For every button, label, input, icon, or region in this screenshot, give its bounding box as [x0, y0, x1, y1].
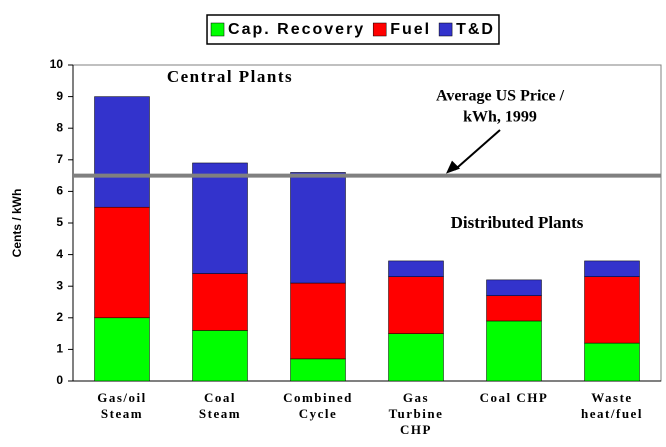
legend-label: Fuel: [390, 21, 431, 38]
y-tick-label: 10: [50, 57, 64, 71]
legend-swatch: [438, 22, 453, 37]
x-tick-label: Waste: [591, 390, 632, 405]
x-tick-label: Combined: [283, 390, 353, 405]
bar-segment: [290, 282, 346, 360]
bar-segment: [94, 317, 150, 382]
bar-segment: [192, 273, 248, 331]
y-tick-label: 5: [56, 215, 63, 229]
bar-segment: [486, 279, 542, 296]
bar-segment: [192, 330, 248, 382]
y-tick-label: 2: [56, 310, 63, 324]
y-tick-label: 0: [56, 373, 63, 387]
y-tick-label: 9: [56, 89, 63, 103]
reference-label: Average US Price /: [436, 88, 565, 105]
y-tick-label: 3: [56, 278, 63, 292]
y-tick-label: 4: [56, 247, 63, 261]
bar-segment: [486, 295, 542, 322]
bar-segment: [486, 320, 542, 382]
legend-label: T&D: [456, 21, 495, 38]
x-tick-label: heat/fuel: [581, 406, 643, 421]
bar-segment: [584, 342, 640, 382]
x-tick-label: Coal: [204, 390, 236, 405]
annotation: Distributed Plants: [451, 213, 584, 232]
y-tick-label: 1: [56, 342, 63, 356]
y-tick-label: 7: [56, 152, 63, 166]
legend-label: Cap. Recovery: [228, 21, 365, 38]
arrow-head: [446, 160, 460, 174]
x-tick-label: Cycle: [299, 406, 338, 421]
y-tick-label: 6: [56, 184, 63, 198]
bar-segment: [94, 96, 150, 208]
x-tick-label: CHP: [400, 422, 432, 437]
y-tick-label: 8: [56, 120, 63, 134]
arrow-shaft: [454, 129, 501, 171]
x-tick-label: Gas/oil: [97, 390, 147, 405]
bar-segment: [94, 206, 150, 319]
x-tick-label: Steam: [199, 406, 241, 421]
x-tick-label: Gas: [403, 390, 429, 405]
reference-label: kWh, 1999: [463, 109, 537, 126]
x-tick-label: Turbine: [389, 406, 444, 421]
bar-segment: [584, 260, 640, 277]
annotation: Central Plants: [167, 67, 293, 86]
x-tick-label: Steam: [101, 406, 143, 421]
x-tick-label: Coal CHP: [480, 390, 549, 405]
bar-segment: [388, 333, 444, 382]
legend-swatch: [210, 22, 225, 37]
bar-segment: [290, 172, 346, 284]
bar-segment: [192, 162, 248, 274]
legend: Cap. Recovery Fuel T&D: [206, 14, 500, 45]
legend-swatch: [372, 22, 387, 37]
bar-segment: [584, 276, 640, 344]
bar-segment: [388, 260, 444, 277]
bar-segment: [290, 358, 346, 382]
bar-segment: [388, 276, 444, 334]
y-axis-label: Cents / kWh: [10, 189, 24, 258]
